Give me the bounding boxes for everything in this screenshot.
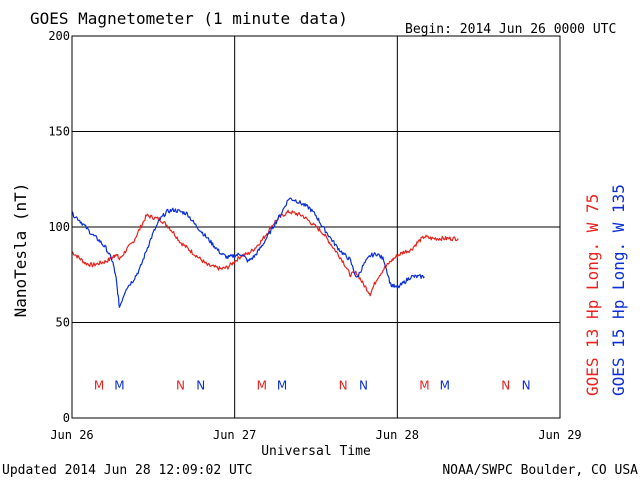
- event-marker: N: [339, 379, 348, 393]
- event-marker: M: [419, 379, 429, 393]
- chart-title: GOES Magnetometer (1 minute data): [30, 9, 348, 28]
- y-tick-labels: 0 50 100 150 200: [48, 29, 70, 425]
- legend-goes13: GOES 13 Hp Long. W 75: [583, 194, 602, 396]
- x-axis-label: Universal Time: [261, 444, 371, 459]
- x-tick-labels: Jun 26 Jun 27 Jun 28 Jun 29: [50, 428, 581, 442]
- x-tick-label: Jun 29: [538, 428, 581, 442]
- x-tick-label: Jun 27: [213, 428, 256, 442]
- x-tick-label: Jun 28: [376, 428, 419, 442]
- plot-frame: [71, 35, 561, 419]
- event-marker: M: [277, 379, 287, 393]
- event-marker: N: [522, 379, 531, 393]
- event-marker: M: [94, 379, 104, 393]
- event-marker: M: [114, 379, 124, 393]
- event-marker: M: [440, 379, 450, 393]
- series-line-goes13: [71, 209, 459, 297]
- event-marker: N: [196, 379, 205, 393]
- y-tick-label: 200: [48, 29, 70, 43]
- y-tick-label: 0: [63, 411, 70, 425]
- event-marker: N: [176, 379, 185, 393]
- y-axis-label: NanoTesla (nT): [11, 183, 30, 318]
- y-tick-label: 100: [48, 220, 70, 234]
- legend-goes15: GOES 15 Hp Long. W 135: [609, 184, 628, 396]
- series-lines: [71, 197, 459, 308]
- event-marker: M: [257, 379, 267, 393]
- series-line-goes15: [71, 197, 425, 308]
- begin-label: Begin: 2014 Jun 26 0000 UTC: [405, 22, 616, 37]
- footer-updated: Updated 2014 Jun 28 12:09:02 UTC: [2, 463, 252, 478]
- footer-credit: NOAA/SWPC Boulder, CO USA: [442, 463, 638, 478]
- x-tick-label: Jun 26: [50, 428, 93, 442]
- event-marker: N: [359, 379, 368, 393]
- grid-lines: [72, 36, 560, 418]
- event-marker: N: [501, 379, 510, 393]
- y-tick-label: 150: [48, 125, 70, 139]
- y-tick-label: 50: [56, 316, 70, 330]
